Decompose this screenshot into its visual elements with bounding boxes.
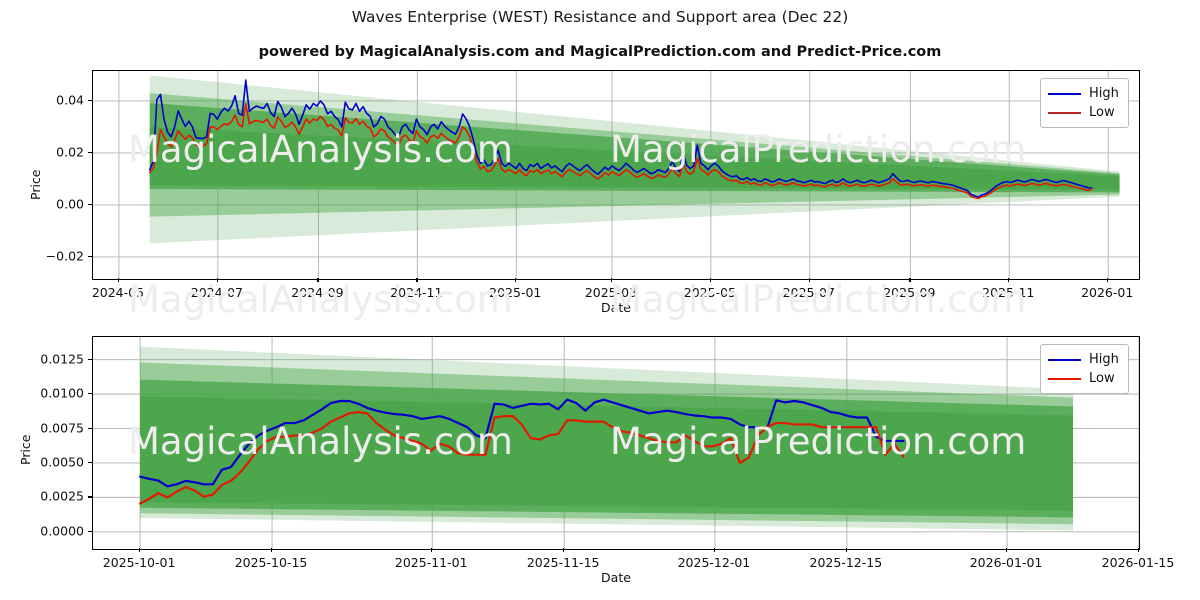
y-tick-mark (88, 151, 92, 154)
overview-legend: High Low (1040, 78, 1129, 128)
x-tick-mark (1006, 548, 1008, 552)
x-tick-label: 2025-07 (782, 285, 835, 300)
y-tick-label: 0.0050 (40, 454, 84, 470)
overview-plot-area (92, 70, 1140, 280)
x-tick-mark (709, 278, 712, 282)
x-tick-mark (271, 548, 273, 552)
x-tick-label: 2025-01 (489, 285, 542, 300)
support-resistance-band-core (149, 126, 1120, 190)
x-tick-label: 2025-03 (584, 285, 638, 300)
legend-line-high (1048, 92, 1081, 95)
y-tick-mark (88, 496, 92, 498)
legend-label-low: Low (1089, 371, 1115, 386)
y-tick-mark (88, 99, 92, 102)
x-tick-mark (515, 278, 517, 282)
y-tick-mark (88, 530, 92, 532)
x-tick-mark (563, 548, 565, 552)
x-tick-label: 2024-11 (390, 285, 443, 300)
legend-label-low: Low (1089, 105, 1115, 120)
x-tick-mark (317, 278, 319, 282)
chart-subtitle: powered by MagicalAnalysis.com and Magic… (258, 44, 942, 60)
x-tick-mark (845, 548, 848, 552)
x-tick-label: 2025-10-15 (234, 555, 308, 570)
legend-line-high (1048, 358, 1081, 361)
legend-line-low (1048, 377, 1081, 380)
y-tick-label: 0.0000 (40, 523, 84, 539)
x-tick-mark (139, 548, 141, 552)
x-tick-mark (216, 278, 219, 282)
y-tick-label: 0.02 (56, 144, 84, 160)
y-tick-label: 0.0100 (40, 385, 84, 401)
x-tick-label: 2025-10-01 (102, 555, 176, 570)
overview-panel: Price Date High Low −0.02 0.00 0.02 0.04 202… (28, 70, 1140, 315)
y-tick-mark (88, 427, 92, 429)
y-tick-mark (88, 358, 92, 360)
y-tick-label: 0.00 (56, 196, 84, 212)
x-tick-label: 2024-09 (291, 285, 344, 300)
series-line-high (148, 79, 1093, 198)
chart-title: Waves Enterprise (WEST) Resistance and S… (351, 8, 849, 26)
zoom-panel: Price Date High Low 0.0000 0.0025 0.0050 0.… (0, 320, 1200, 600)
legend-line-low (1048, 111, 1081, 114)
x-tick-label: 2025-09 (883, 285, 936, 300)
y-tick-mark (88, 255, 92, 258)
x-tick-mark (808, 278, 810, 282)
x-tick-mark (1138, 548, 1140, 552)
x-tick-label: 2026-01 (1081, 285, 1134, 300)
y-tick-label: 0.0075 (40, 420, 84, 436)
y-tick-mark (88, 461, 92, 464)
x-tick-mark (431, 548, 433, 552)
x-tick-label: 2024-05 (91, 285, 145, 300)
zoom-legend: High Low (1040, 344, 1129, 394)
y-tick-mark (88, 203, 92, 206)
zoom-plot-area (92, 336, 1140, 550)
y-tick-label: 0.0025 (40, 488, 84, 504)
x-tick-mark (416, 278, 418, 282)
zoom-x-axis-label: Date (601, 570, 631, 585)
x-tick-mark (1107, 278, 1109, 282)
legend-row-high: High (1048, 84, 1119, 103)
x-tick-label: 2025-12-15 (809, 555, 883, 570)
x-tick-mark (117, 278, 120, 282)
series-line-low (139, 410, 905, 505)
y-tick-mark (88, 393, 92, 395)
legend-row-low: Low (1048, 103, 1119, 122)
series-line-low (148, 102, 1093, 200)
legend-label-high: High (1089, 352, 1119, 367)
x-tick-label: 2026-01-01 (969, 555, 1043, 570)
x-tick-label: 2025-05 (683, 285, 736, 300)
x-tick-label: 2025-12-01 (677, 555, 751, 570)
legend-row-low: Low (1048, 369, 1119, 388)
x-tick-mark (909, 278, 911, 282)
series-line-high (139, 398, 905, 488)
legend-label-high: High (1089, 86, 1119, 101)
y-tick-label: −0.02 (45, 248, 84, 264)
x-tick-label: 2025-11-15 (526, 555, 600, 570)
x-tick-label: 2024-07 (190, 285, 243, 300)
x-tick-mark (713, 548, 716, 552)
y-tick-label: 0.0125 (40, 351, 84, 367)
legend-row-high: High (1048, 350, 1119, 369)
x-tick-label: 2025-11 (982, 285, 1035, 300)
x-tick-label: 2026-01-15 (1101, 555, 1175, 570)
x-tick-mark (1008, 278, 1010, 282)
x-tick-mark (610, 278, 613, 282)
support-resistance-band-core (140, 396, 1074, 511)
x-tick-label: 2025-11-01 (394, 555, 468, 570)
overview-x-axis-label: Date (601, 300, 631, 315)
y-tick-label: 0.04 (56, 92, 84, 108)
